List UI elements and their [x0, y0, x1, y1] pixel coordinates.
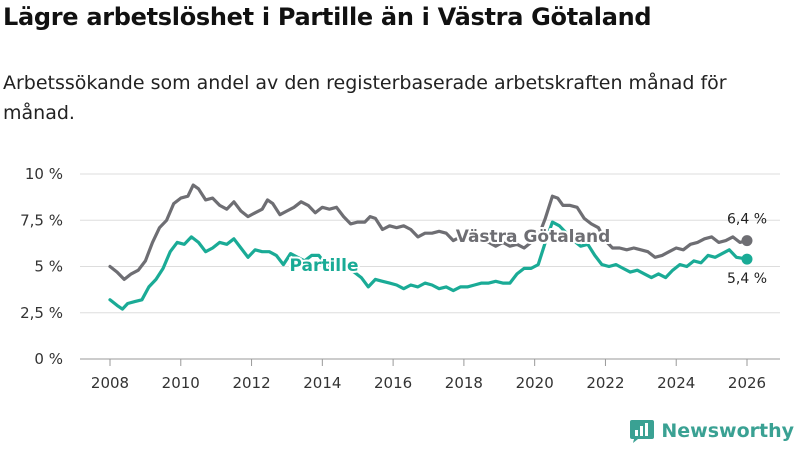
- y-tick-label: 10 %: [25, 165, 63, 183]
- x-tick-label: 2012: [232, 374, 270, 392]
- series-line-partille: [108, 220, 749, 311]
- x-tick-label: 2016: [374, 374, 412, 392]
- series-lines: [108, 183, 753, 311]
- brand-name: Newsworthy: [661, 420, 794, 442]
- x-tick-label: 2010: [162, 374, 200, 392]
- x-tick-label: 2018: [445, 374, 483, 392]
- x-axis-ticks: 2008 2010 2012 2014 2016 2018 2020 2022 2024 2026: [91, 359, 766, 392]
- x-tick-label: 2014: [303, 374, 341, 392]
- chart-title: Lägre arbetslöshet i Partille än i Västr…: [3, 3, 652, 31]
- y-axis-ticks: 0 % 2,5 % 5 % 7,5 % 10 %: [20, 165, 63, 368]
- x-tick-label: 2022: [586, 374, 624, 392]
- series-labels: 6,4 % 5,4 % Västra Götaland Partille: [288, 212, 768, 288]
- end-point-vastra-gotaland: [741, 235, 753, 247]
- end-value-label: 6,4 %: [727, 212, 767, 228]
- x-tick-label: 2008: [91, 374, 129, 392]
- end-value-label: 5,4 %: [727, 271, 767, 287]
- y-tick-label: 0 %: [34, 350, 63, 368]
- series-label-vastra-gotaland: Västra Götaland: [456, 227, 611, 247]
- y-tick-label: 5 %: [34, 258, 63, 276]
- chart-subtitle: Arbetssökande som andel av den registerb…: [3, 72, 727, 124]
- x-tick-label: 2026: [728, 374, 766, 392]
- newsworthy-brand[interactable]: Newsworthy: [629, 418, 794, 444]
- end-point-partille: [741, 253, 753, 265]
- x-tick-label: 2020: [516, 374, 554, 392]
- series-line-vastra-gotaland: [108, 183, 749, 281]
- y-tick-label: 7,5 %: [20, 211, 63, 229]
- y-tick-label: 2,5 %: [20, 304, 63, 322]
- grid-lines: [80, 173, 780, 360]
- x-tick-label: 2024: [657, 374, 695, 392]
- series-label-partille: Partille: [290, 256, 359, 276]
- newsworthy-logo-icon: [630, 420, 655, 443]
